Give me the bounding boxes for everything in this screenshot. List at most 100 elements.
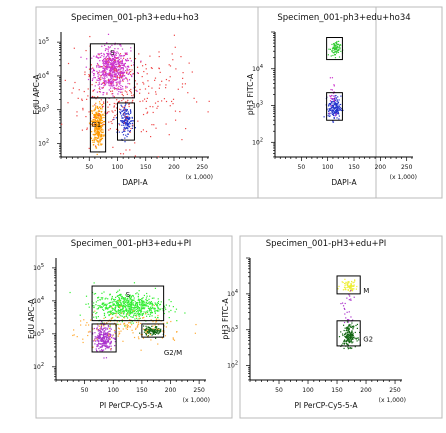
event-dot-s: [100, 83, 103, 85]
event-dot-s: [126, 86, 128, 88]
event-dot-other: [149, 334, 152, 336]
event-dot-s: [117, 299, 119, 302]
event-dot-s: [110, 52, 112, 54]
event-dot-s: [131, 320, 133, 322]
event-dot-other: [134, 155, 136, 157]
event-dot-other: [142, 100, 144, 102]
event-dot-g1: [98, 128, 100, 130]
event-dot-s: [114, 63, 117, 65]
event-dot-m: [355, 288, 357, 290]
event-dot-s: [118, 58, 121, 61]
event-dot-m: [335, 52, 338, 54]
event-dot-other: [107, 79, 110, 81]
event-dot-other: [152, 328, 154, 330]
event-dot-g2: [339, 106, 341, 109]
event-dot-s: [110, 64, 112, 66]
event-dot-other: [135, 316, 138, 318]
event-dot-other: [118, 331, 120, 333]
event-dot-s: [117, 303, 119, 305]
event-dot-other: [142, 317, 144, 319]
event-dot-g2: [125, 121, 127, 124]
event-dot-other: [131, 329, 133, 331]
event-dot-other: [125, 327, 127, 329]
event-dot-m: [336, 45, 339, 48]
event-dot-g2: [350, 341, 352, 343]
event-dot-s: [126, 67, 128, 69]
event-dot-g1: [95, 132, 98, 135]
event-dot-other: [127, 313, 129, 315]
event-dot-s: [133, 308, 135, 310]
event-dot-s: [159, 304, 161, 306]
event-dot-s: [148, 310, 150, 312]
event-dot-other: [117, 129, 119, 131]
event-dot-s: [96, 65, 98, 67]
event-dot-m: [336, 48, 338, 50]
event-dot-s: [134, 303, 136, 306]
event-dot-m: [335, 45, 337, 47]
event-dot-m: [331, 50, 333, 52]
event-dot-other: [151, 67, 153, 70]
event-dot-g2: [121, 117, 123, 119]
event-dot-s: [126, 58, 129, 60]
event-dot-s: [116, 75, 118, 77]
event-dot-s: [108, 302, 110, 304]
event-dot-other: [158, 68, 160, 70]
event-dot-other: [126, 93, 128, 95]
event-dot-s: [140, 311, 142, 313]
event-dot-g2: [145, 329, 147, 331]
event-dot-g2: [352, 327, 354, 329]
event-dot-s: [113, 299, 115, 301]
event-dot-s: [112, 312, 114, 314]
event-dot-s: [146, 315, 148, 317]
event-dot-g1: [99, 141, 101, 143]
event-dot-s: [118, 311, 120, 313]
event-dot-s: [111, 74, 113, 77]
event-dot-s: [137, 311, 140, 313]
event-dot-s: [118, 56, 120, 58]
event-dot-s: [133, 310, 135, 313]
event-dot-s: [145, 303, 147, 305]
event-dot-s: [95, 304, 97, 306]
event-dot-g1: [95, 117, 98, 119]
event-dot-other: [113, 75, 115, 77]
event-dot-m: [332, 43, 335, 45]
event-dot-s: [104, 81, 106, 83]
event-dot-s: [112, 303, 114, 305]
event-dot-s: [104, 44, 106, 47]
x-tick-label: 150: [348, 164, 360, 171]
event-dot-s: [123, 55, 125, 57]
event-dot-m: [327, 54, 330, 56]
event-dot-other: [334, 96, 336, 99]
event-dot-other: [114, 59, 116, 62]
event-dot-other: [114, 68, 116, 70]
event-dot-s: [128, 309, 130, 311]
event-dot-s: [127, 297, 129, 300]
event-dot-other: [146, 112, 148, 114]
event-dot-g2: [149, 328, 152, 330]
event-dot-g2: [348, 323, 350, 326]
x-tick-label: 200: [168, 164, 180, 171]
event-dot-s: [145, 297, 148, 299]
event-dot-g2: [347, 348, 349, 350]
event-dot-s: [110, 51, 112, 53]
event-dot-s: [118, 304, 120, 306]
event-dot-g1: [103, 333, 105, 336]
event-dot-s: [108, 81, 110, 83]
event-dot-s: [120, 312, 122, 315]
event-dot-s: [126, 308, 128, 310]
event-dot-m: [335, 47, 337, 50]
event-dot-g2: [335, 105, 337, 107]
event-dot-other: [82, 341, 84, 344]
event-dot-s: [108, 52, 110, 54]
event-dot-g1: [106, 337, 108, 339]
event-dot-s: [105, 61, 107, 64]
event-dot-g1: [97, 130, 99, 133]
event-dot-m: [352, 289, 354, 291]
event-dot-g2: [340, 109, 342, 111]
event-dot-g2: [154, 329, 156, 331]
event-dot-other: [118, 300, 120, 302]
event-dot-other: [114, 114, 116, 117]
event-dot-other: [87, 88, 89, 90]
event-dot-g2: [127, 125, 130, 127]
event-dot-s: [120, 71, 122, 73]
